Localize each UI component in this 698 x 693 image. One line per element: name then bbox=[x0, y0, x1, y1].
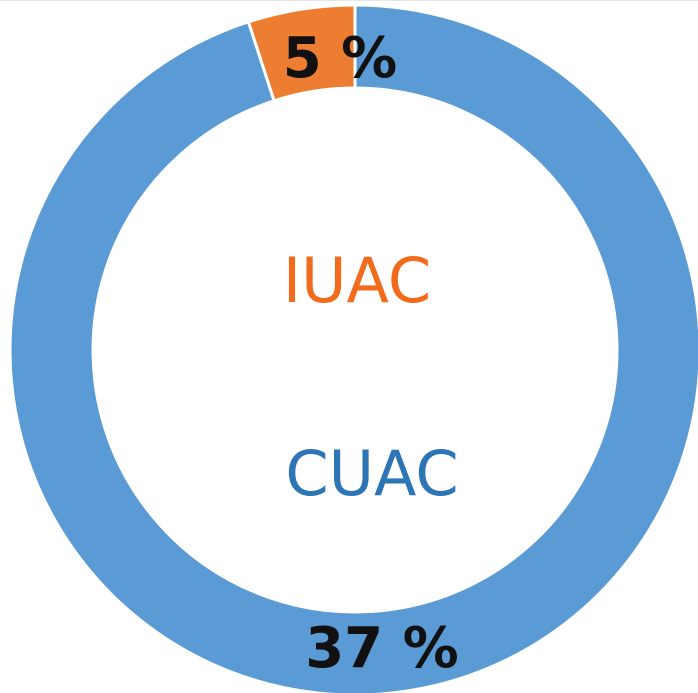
data-label: 5 % bbox=[283, 26, 398, 91]
category-label: CUAC bbox=[285, 437, 458, 510]
category-label: IUAC bbox=[283, 244, 431, 317]
data-label: 37 % bbox=[305, 616, 459, 681]
donut-segment bbox=[8, 3, 698, 693]
